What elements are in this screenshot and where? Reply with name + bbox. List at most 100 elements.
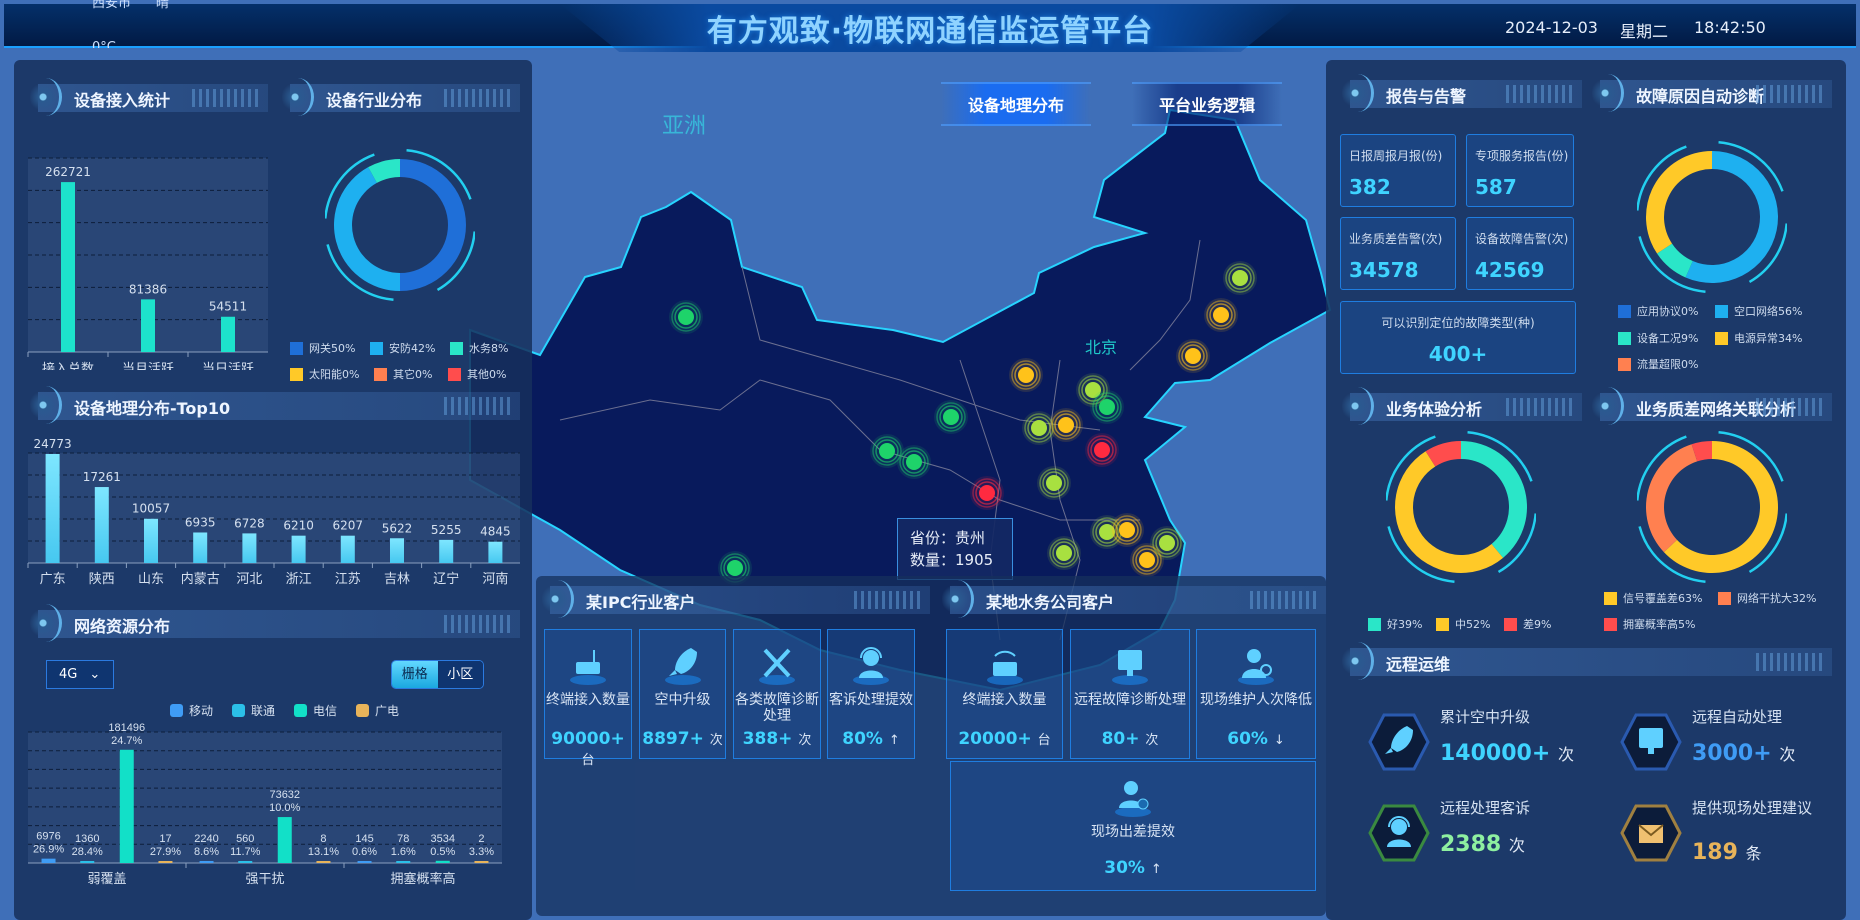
legend-item[interactable]: 电信 xyxy=(294,704,337,718)
bar[interactable] xyxy=(199,861,214,863)
map-marker-good[interactable] xyxy=(870,434,904,468)
bar[interactable] xyxy=(291,535,306,563)
report-card[interactable]: 可以识别定位的故障类型(种) 400+ xyxy=(1340,301,1576,374)
customer-metric-card[interactable]: 客诉处理提效 80% ↑ xyxy=(827,629,915,759)
map-marker-good[interactable] xyxy=(934,400,968,434)
legend-item[interactable]: 差9% xyxy=(1504,616,1551,632)
map-marker-warn[interactable] xyxy=(1204,298,1238,332)
map-marker-good[interactable] xyxy=(669,300,703,334)
bar[interactable] xyxy=(357,861,372,863)
legend-item[interactable]: 其他0% xyxy=(448,366,506,382)
customer-metric-card[interactable]: 终端接入数量 20000+ 台 xyxy=(946,629,1063,759)
donut-slice[interactable] xyxy=(1646,444,1698,553)
map-marker-fair[interactable] xyxy=(1223,261,1257,295)
bar[interactable] xyxy=(221,316,235,352)
remote-ops-item[interactable]: 提供现场处理建议 189 条 xyxy=(1620,796,1860,876)
map-marker-warn[interactable] xyxy=(1009,358,1043,392)
map-marker-fair[interactable] xyxy=(1037,466,1071,500)
tab-platform-logic[interactable]: 平台业务逻辑 xyxy=(1132,82,1282,126)
donut-slice[interactable] xyxy=(400,159,466,291)
customer-metric-card[interactable]: 终端接入数量 90000+ 台 xyxy=(544,629,632,768)
bar[interactable] xyxy=(158,861,173,863)
donut-slice[interactable] xyxy=(1691,441,1712,462)
legend-item[interactable]: 网络干扰大32% xyxy=(1718,590,1816,606)
donut-slice[interactable] xyxy=(1663,441,1778,573)
legend-item[interactable]: 流量超限0% xyxy=(1618,356,1698,372)
customer-metric-card[interactable]: 远程故障诊断处理 80+ 次 xyxy=(1070,629,1190,759)
report-card[interactable]: 业务质差告警(次) 34578 xyxy=(1340,217,1456,290)
map-marker-good[interactable] xyxy=(1090,390,1124,424)
bar[interactable] xyxy=(45,453,60,563)
bar[interactable] xyxy=(242,533,257,563)
bar[interactable] xyxy=(390,538,404,563)
bar[interactable] xyxy=(41,858,56,863)
legend-item[interactable]: 好39% xyxy=(1368,616,1422,632)
map-marker-fair[interactable] xyxy=(1022,411,1056,445)
bar[interactable] xyxy=(119,749,134,863)
bar[interactable] xyxy=(316,861,331,863)
bar[interactable] xyxy=(141,299,155,352)
customer-metric-card[interactable]: 现场出差提效 30% ↑ xyxy=(950,761,1316,891)
tab-device-geo[interactable]: 设备地理分布 xyxy=(941,82,1091,126)
legend-item[interactable]: 其它0% xyxy=(374,366,432,382)
map-marker-fair[interactable] xyxy=(1076,373,1110,407)
legend-item[interactable]: 空口网络56% xyxy=(1715,303,1802,319)
remote-ops-item[interactable]: 累计空中升级 140000+ 次 xyxy=(1368,705,1618,785)
legend-item[interactable]: 中52% xyxy=(1436,616,1490,632)
legend-item[interactable]: 拥塞概率高5% xyxy=(1604,616,1695,632)
toggle-cell[interactable]: 小区 xyxy=(437,661,483,688)
legend-item[interactable]: 网关50% xyxy=(290,340,355,356)
bar[interactable] xyxy=(474,861,489,863)
donut-slice[interactable] xyxy=(1646,151,1712,254)
report-card[interactable]: 设备故障告警(次) 42569 xyxy=(1466,217,1574,290)
customer-metric-card[interactable]: 现场维护人次降低 60% ↓ xyxy=(1196,629,1316,759)
remote-ops-item[interactable]: 远程处理客诉 2388 次 xyxy=(1368,796,1618,876)
donut-slice[interactable] xyxy=(334,167,400,291)
map-marker-fair[interactable] xyxy=(1047,536,1081,570)
network-type-dropdown[interactable]: 4G ⌄ xyxy=(46,660,114,689)
legend-item[interactable]: 广电 xyxy=(356,704,399,718)
donut-slice[interactable] xyxy=(1425,441,1461,467)
map-marker-bad[interactable] xyxy=(1085,433,1119,467)
bar[interactable] xyxy=(340,535,355,563)
bar[interactable] xyxy=(439,539,454,563)
donut-slice[interactable] xyxy=(1395,451,1504,573)
report-card[interactable]: 日报周报月报(份) 382 xyxy=(1340,134,1456,207)
legend-item[interactable]: 水务8% xyxy=(450,340,508,356)
bar[interactable] xyxy=(238,861,253,863)
customer-metric-card[interactable]: 各类故障诊断处理 388+ 次 xyxy=(733,629,821,759)
legend-item[interactable]: 安防42% xyxy=(370,340,435,356)
donut-slice[interactable] xyxy=(1657,243,1693,278)
bar[interactable] xyxy=(94,487,109,563)
bar[interactable] xyxy=(435,860,450,863)
map-marker-good[interactable] xyxy=(897,445,931,479)
donut-slice[interactable] xyxy=(368,159,400,183)
legend-item[interactable]: 移动 xyxy=(170,704,213,718)
report-card[interactable]: 专项服务报告(份) 587 xyxy=(1466,134,1574,207)
legend-item[interactable]: 设备工况9% xyxy=(1618,330,1698,346)
map-marker-warn[interactable] xyxy=(1110,513,1144,547)
map-marker-bad[interactable] xyxy=(970,476,1004,510)
legend-item[interactable]: 太阳能0% xyxy=(290,366,359,382)
bar[interactable] xyxy=(61,182,75,352)
remote-ops-item[interactable]: 远程自动处理 3000+ 次 xyxy=(1620,705,1860,785)
bar[interactable] xyxy=(80,861,95,863)
bar[interactable] xyxy=(277,817,292,863)
map-marker-warn[interactable] xyxy=(1176,339,1210,373)
bar[interactable] xyxy=(396,861,411,863)
customer-metric-card[interactable]: 空中升级 8897+ 次 xyxy=(639,629,726,759)
donut-slice[interactable] xyxy=(1685,151,1778,283)
legend-item[interactable]: 电源异常34% xyxy=(1715,330,1802,346)
map-marker-fair[interactable] xyxy=(1150,526,1184,560)
map-marker-warn[interactable] xyxy=(1130,543,1164,577)
bar[interactable] xyxy=(144,518,158,563)
bar[interactable] xyxy=(193,532,208,563)
legend-item[interactable]: 应用协议0% xyxy=(1618,303,1698,319)
map-marker-warn[interactable] xyxy=(1049,408,1083,442)
toggle-grid[interactable]: 栅格 xyxy=(392,661,438,688)
donut-slice[interactable] xyxy=(1461,441,1527,558)
legend-item[interactable]: 信号覆盖差63% xyxy=(1604,590,1702,606)
legend-item[interactable]: 联通 xyxy=(232,704,275,718)
bar[interactable] xyxy=(488,541,503,563)
